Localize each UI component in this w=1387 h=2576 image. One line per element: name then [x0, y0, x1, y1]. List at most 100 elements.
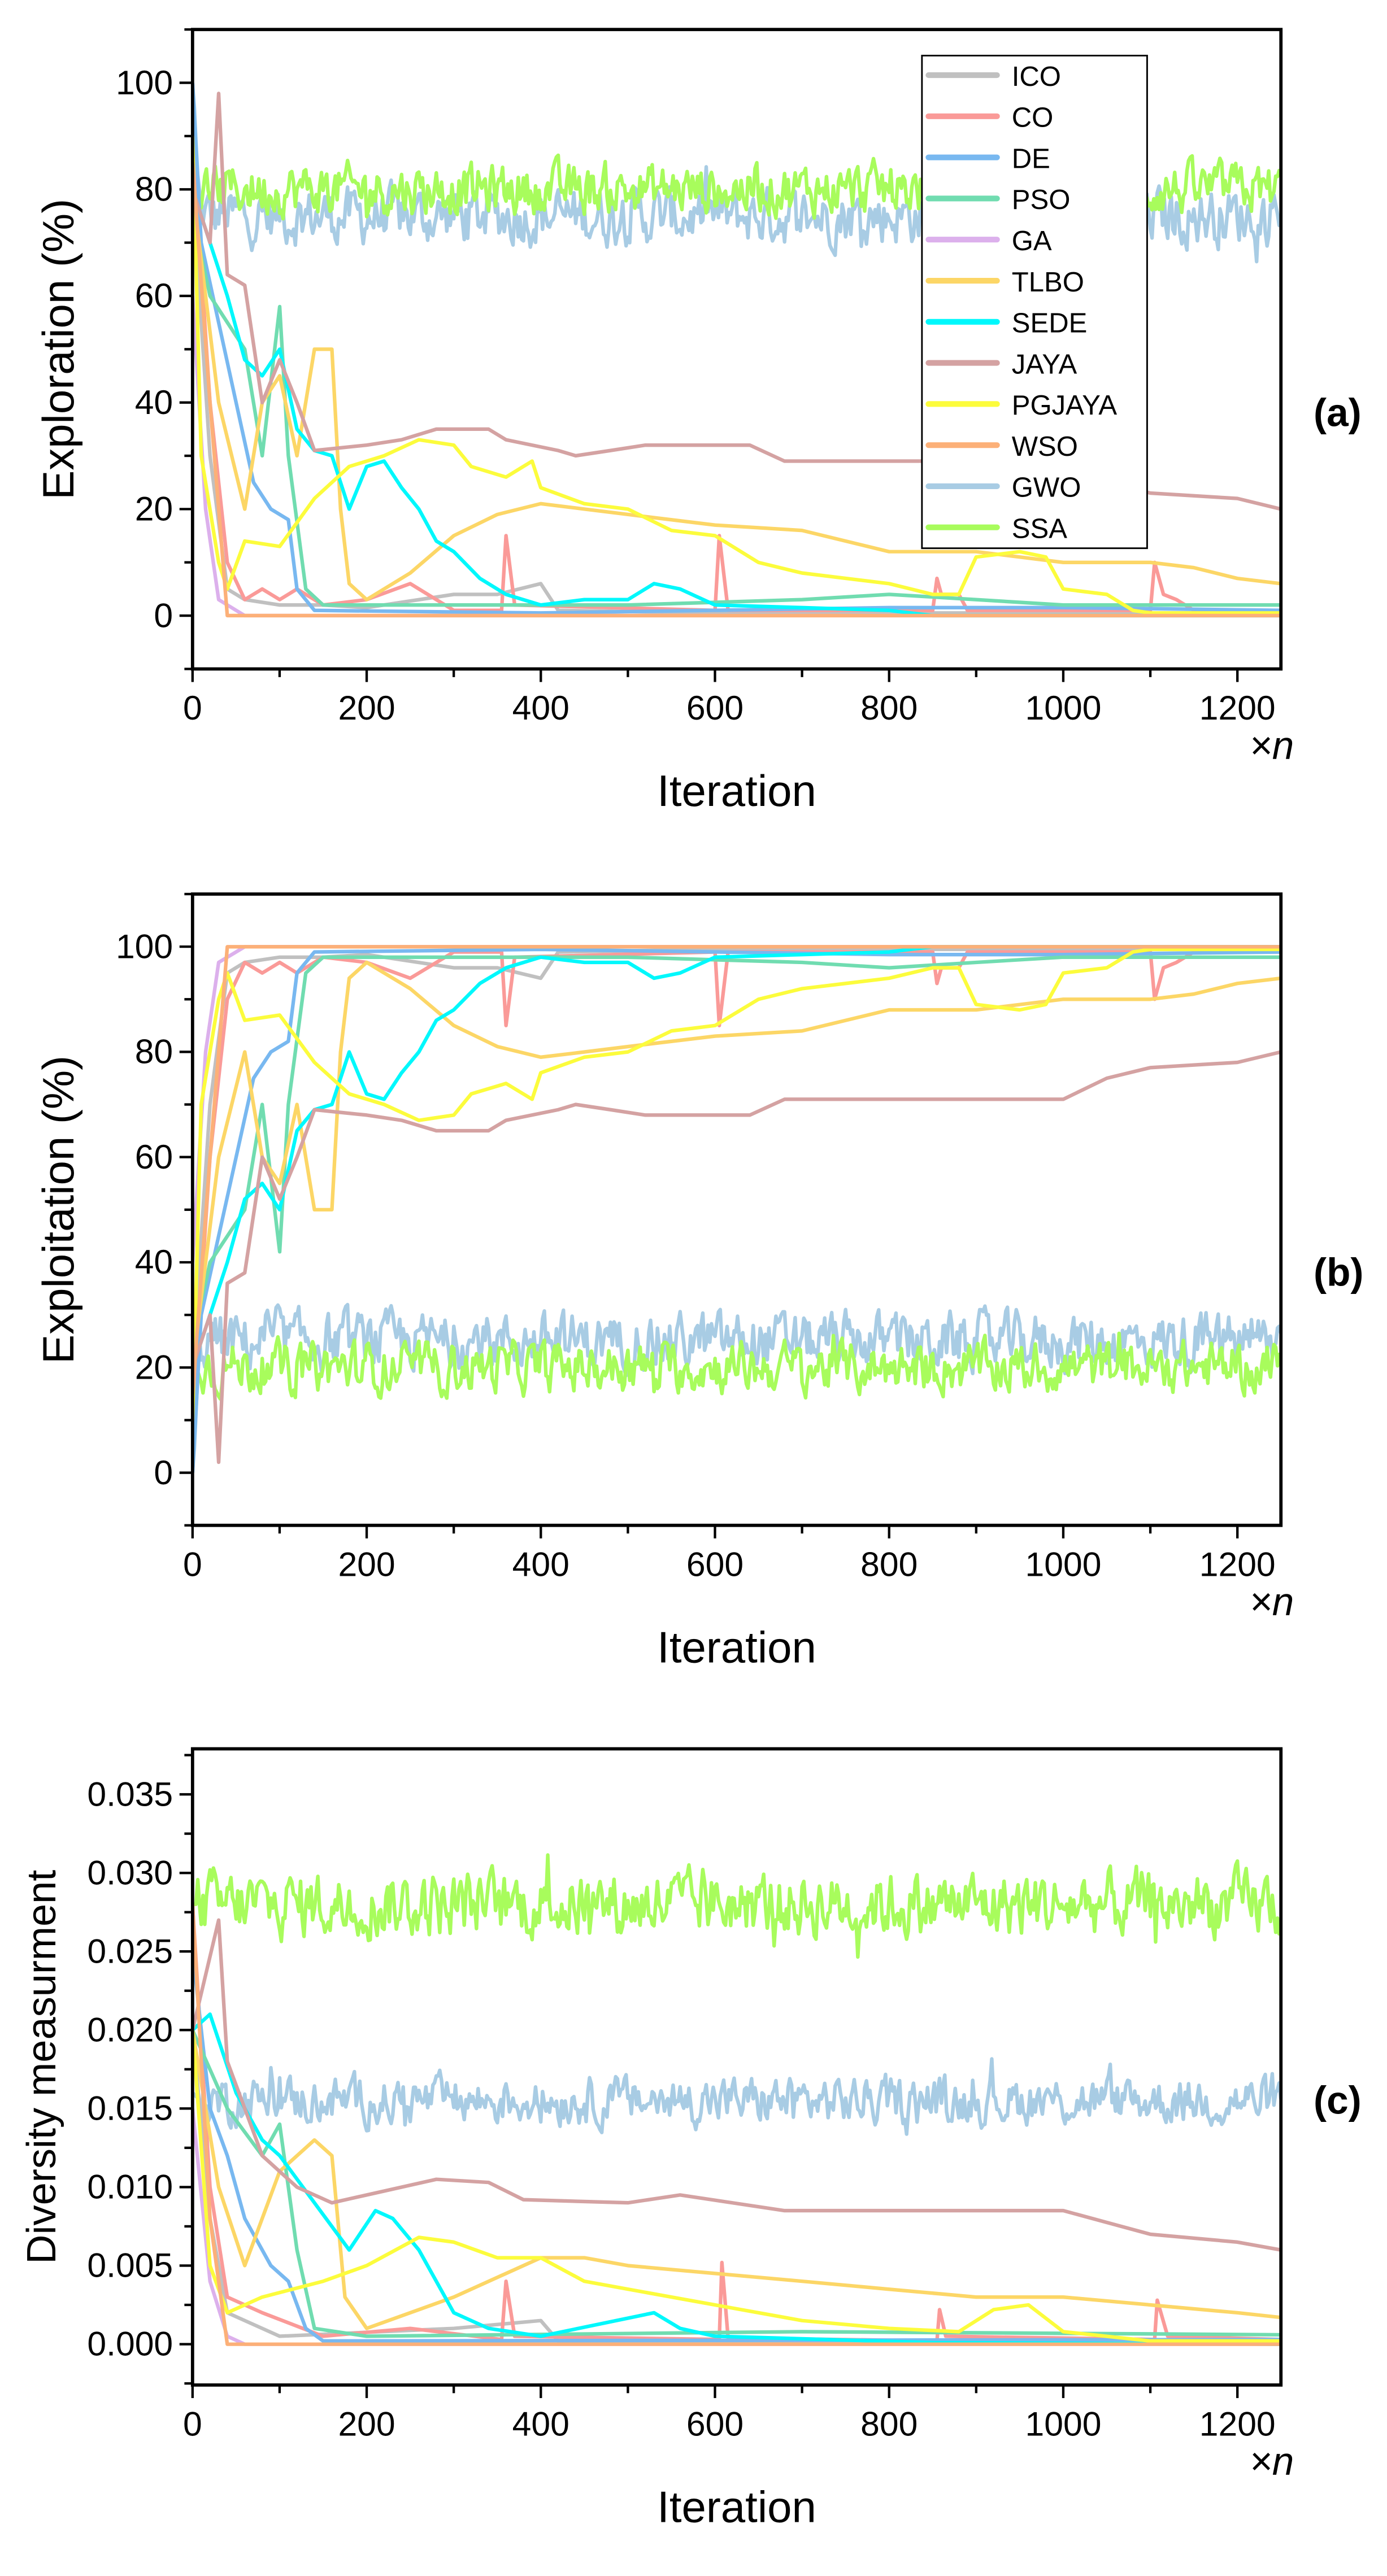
- x-tick-label: 1200: [1199, 2404, 1276, 2443]
- series-line-ssa: [192, 1853, 1281, 1959]
- y-tick-label: 20: [135, 1348, 173, 1387]
- x-tick-label: 1000: [1025, 1545, 1102, 1583]
- series-line-wso: [192, 1904, 1281, 2346]
- series-line-co: [192, 136, 1281, 612]
- y-tick-label: 0.010: [87, 2168, 173, 2206]
- series-line-sede: [192, 945, 1281, 1368]
- x-tick-label: 200: [338, 1545, 395, 1583]
- y-tick-label: 40: [135, 383, 173, 421]
- series-group: [192, 945, 1281, 1473]
- x-tick-label: 0: [183, 2404, 202, 2443]
- series-line-pgjaya: [192, 136, 1281, 615]
- chart-panel-0: 0 200 400 600 800 1000 1200 0 20 40 60 80 100 Iterati…: [33, 28, 1362, 816]
- y-tick-label: 60: [135, 276, 173, 315]
- series-line-de: [192, 82, 1281, 615]
- y-tick-label: 0.005: [87, 2246, 173, 2285]
- y-tick-label: 0.000: [87, 2325, 173, 2363]
- x-axis-label: Iteration: [657, 2482, 816, 2531]
- x-tick-label: 800: [860, 2404, 918, 2443]
- series-line-ga: [192, 945, 1281, 1263]
- y-tick-label: 0.025: [87, 1932, 173, 1970]
- y-tick-label: 60: [135, 1137, 173, 1176]
- x-tick-label: 0: [183, 688, 202, 727]
- series-line-pgjaya: [192, 947, 1281, 1420]
- y-tick-label: 0: [154, 1453, 173, 1492]
- legend-label-pso: PSO: [1012, 185, 1071, 215]
- x-axis-label: Iteration: [657, 766, 816, 816]
- y-tick-label: 40: [135, 1243, 173, 1281]
- series-line-gwo: [192, 2057, 1281, 2136]
- series-line-tlbo: [192, 960, 1281, 1368]
- x-tick-label: 200: [338, 2404, 395, 2443]
- series-line-jaya: [192, 1918, 1281, 2252]
- series-line-sede: [192, 2012, 1281, 2346]
- y-tick-label: 0.015: [87, 2089, 173, 2128]
- legend-label-co: CO: [1012, 103, 1054, 133]
- legend-label-pgjaya: PGJAYA: [1012, 390, 1118, 421]
- chart-panel-1: 0 200 400 600 800 1000 1200 0 20 40 60 80 100 Iterati…: [33, 892, 1364, 1672]
- y-tick-label: 20: [135, 490, 173, 528]
- x-tick-label: 0: [183, 1545, 202, 1583]
- legend-label-wso: WSO: [1012, 431, 1078, 462]
- series-line-co: [192, 950, 1281, 1420]
- y-tick-label: 0.030: [87, 1853, 173, 1891]
- x-tick-label: 800: [860, 688, 918, 727]
- plot-frame: [190, 892, 1283, 1527]
- y-tick-label: 80: [135, 169, 173, 208]
- series-line-ssa: [192, 1331, 1281, 1401]
- series-line-de: [192, 947, 1281, 1473]
- y-tick-label: 0: [154, 596, 173, 634]
- chart-panel-2: 0 200 400 600 800 1000 1200 0.000 0.005 0.010 0.01…: [19, 1747, 1362, 2531]
- x-tick-label: 800: [860, 1545, 918, 1583]
- x-multiplier-label: ×n: [1249, 1580, 1294, 1624]
- series-line-pso: [192, 955, 1281, 1342]
- series-line-wso: [192, 162, 1281, 618]
- y-tick-label: 80: [135, 1032, 173, 1071]
- x-tick-label: 400: [512, 1545, 569, 1583]
- plot-frame: [190, 1747, 1283, 2387]
- x-multiplier-label: ×n: [1249, 2439, 1294, 2483]
- panel-label: (c): [1314, 2078, 1362, 2122]
- legend: ICO CO DE PSO GA TLBO SEDE JAYA PGJAYA WSO GWO SSA: [921, 54, 1148, 550]
- x-tick-label: 1000: [1025, 2404, 1102, 2443]
- legend-label-ico: ICO: [1012, 62, 1061, 92]
- x-tick-label: 600: [686, 1545, 743, 1583]
- legend-label-sede: SEDE: [1012, 308, 1088, 339]
- y-axis-label: Diversity measurment: [19, 1870, 64, 2264]
- x-multiplier-label: ×n: [1249, 723, 1294, 767]
- x-axis-label: Iteration: [657, 1622, 816, 1672]
- legend-label-ssa: SSA: [1012, 513, 1067, 544]
- series-line-pso: [192, 2029, 1281, 2338]
- series-line-sede: [192, 189, 1281, 618]
- x-tick-label: 400: [512, 2404, 569, 2443]
- legend-box: [921, 54, 1148, 550]
- y-tick-label: 100: [116, 63, 173, 102]
- series-line-pso: [192, 215, 1281, 607]
- legend-label-jaya: JAYA: [1012, 349, 1077, 380]
- legend-label-tlbo: TLBO: [1012, 267, 1084, 298]
- x-tick-label: 400: [512, 688, 569, 727]
- x-tick-label: 1000: [1025, 688, 1102, 727]
- legend-label-de: DE: [1012, 143, 1050, 174]
- y-axis-label: Exploration (%): [33, 199, 83, 500]
- x-tick-label: 1200: [1199, 1545, 1276, 1583]
- y-tick-label: 100: [116, 927, 173, 965]
- x-tick-label: 200: [338, 688, 395, 727]
- y-tick-label: 0.020: [87, 2010, 173, 2048]
- x-tick-label: 600: [686, 688, 743, 727]
- series-line-de: [192, 1951, 1281, 2343]
- series-line-gwo: [192, 1302, 1281, 1473]
- series-line-pgjaya: [192, 2030, 1281, 2343]
- panel-label: (a): [1314, 391, 1362, 435]
- panel-label: (b): [1314, 1250, 1363, 1294]
- legend-label-gwo: GWO: [1012, 473, 1081, 503]
- legend-label-ga: GA: [1012, 226, 1052, 256]
- y-tick-label: 0.035: [87, 1775, 173, 1813]
- y-axis-label: Exploitation (%): [33, 1056, 83, 1364]
- x-tick-label: 600: [686, 2404, 743, 2443]
- series-line-wso: [192, 945, 1281, 1394]
- series-line-jaya: [192, 1050, 1281, 1464]
- x-tick-label: 1200: [1199, 688, 1276, 727]
- series-group: [192, 1853, 1281, 2346]
